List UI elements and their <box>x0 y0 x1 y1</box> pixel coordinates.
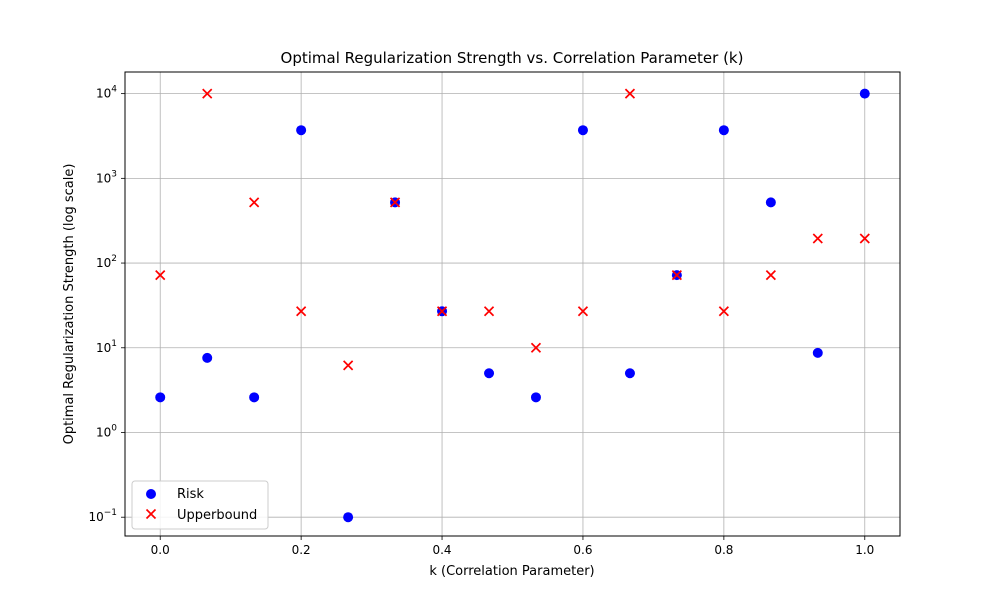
point-risk <box>202 352 213 363</box>
plot-frame <box>124 71 901 537</box>
y-tick-base: 10 <box>96 425 111 439</box>
point-upperbound <box>483 306 495 317</box>
y-tick-base: 10 <box>88 510 103 524</box>
point-upperbound <box>436 306 448 317</box>
legend-box <box>131 480 269 530</box>
point-upperbound <box>155 270 166 281</box>
chart-title: Optimal Regularization Strength vs. Corr… <box>281 49 744 67</box>
point-risk <box>249 392 260 403</box>
point-upperbound <box>671 270 682 281</box>
legend-label-upperbound: Upperbound <box>177 508 257 523</box>
legend-marker-upperbound <box>145 508 157 520</box>
point-upperbound <box>718 306 729 317</box>
point-risk <box>155 392 166 403</box>
point-risk <box>718 125 729 136</box>
point-risk <box>624 368 635 379</box>
y-tick-label: 100 <box>96 423 117 439</box>
point-upperbound <box>389 197 401 208</box>
y-tick-label: 101 <box>96 339 117 355</box>
legend-marker-risk <box>146 489 156 499</box>
y-tick-exponent: −1 <box>104 508 117 518</box>
y-tick-base: 10 <box>96 256 111 270</box>
point-upperbound <box>530 342 542 353</box>
point-upperbound <box>249 197 260 208</box>
y-tick-exponent: 0 <box>111 423 117 433</box>
y-tick-base: 10 <box>96 87 111 101</box>
point-risk <box>577 125 588 136</box>
point-upperbound <box>202 88 213 99</box>
y-tick-label: 103 <box>96 169 117 185</box>
point-risk <box>765 197 776 208</box>
y-tick-label: 10−1 <box>88 508 117 524</box>
point-upperbound <box>812 233 823 244</box>
x-tick-label: 0.0 <box>151 543 170 557</box>
y-tick-exponent: 1 <box>111 339 117 349</box>
legend-label-risk: Risk <box>177 487 204 502</box>
x-tick-label: 0.8 <box>714 543 733 557</box>
x-tick-label: 0.4 <box>432 543 451 557</box>
x-tick-label: 0.2 <box>292 543 311 557</box>
point-upperbound <box>577 306 589 317</box>
y-axis-label: Optimal Regularization Strength (log sca… <box>62 164 77 445</box>
legend: Risk Upperbound <box>131 480 269 530</box>
point-risk <box>296 125 307 136</box>
y-tick-exponent: 4 <box>111 85 117 95</box>
y-tick-base: 10 <box>96 341 111 355</box>
point-upperbound <box>343 360 354 371</box>
y-tick-base: 10 <box>96 171 111 185</box>
point-upperbound <box>624 88 636 99</box>
x-axis: 0.0 0.2 0.4 0.6 0.8 1.0 <box>151 536 874 557</box>
grid-lines <box>125 72 900 536</box>
data-points <box>155 88 870 523</box>
point-risk <box>484 368 495 379</box>
point-risk <box>530 392 541 403</box>
x-tick-label: 0.6 <box>573 543 592 557</box>
y-tick-label: 104 <box>96 85 117 101</box>
y-tick-exponent: 2 <box>111 254 117 264</box>
point-risk <box>812 347 823 358</box>
x-axis-label: k (Correlation Parameter) <box>429 564 594 579</box>
y-tick-label: 102 <box>96 254 117 270</box>
x-tick-label: 1.0 <box>855 543 874 557</box>
point-risk <box>343 512 354 523</box>
point-upperbound <box>296 306 307 317</box>
point-upperbound <box>859 233 870 244</box>
point-risk <box>859 88 870 99</box>
point-upperbound <box>765 270 776 281</box>
y-tick-exponent: 3 <box>111 169 117 179</box>
